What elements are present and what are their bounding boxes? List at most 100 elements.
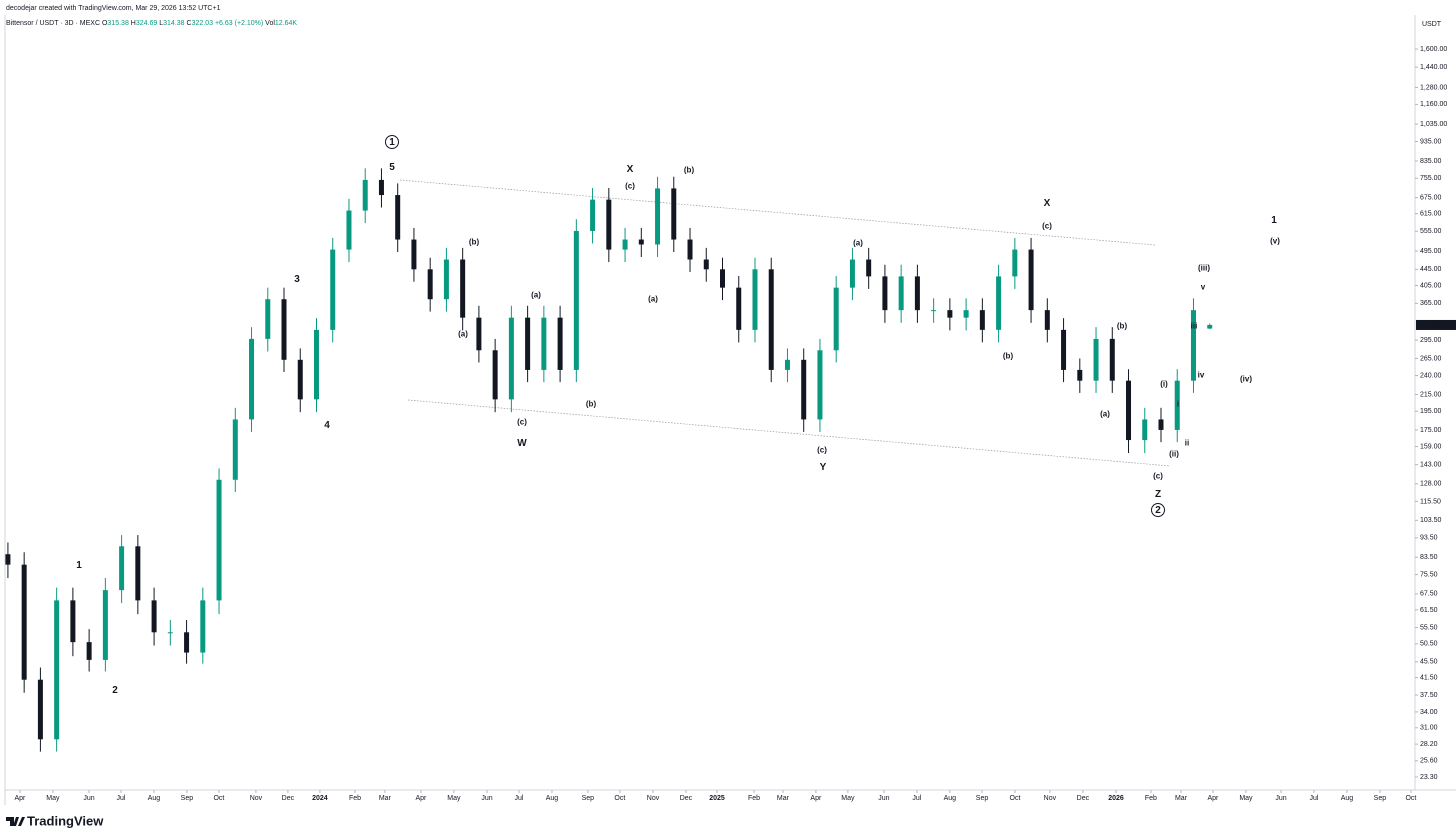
wave-label: Y — [820, 462, 827, 473]
candle-body — [752, 269, 758, 330]
candle-body — [1061, 329, 1067, 370]
x-tick-label: Nov — [250, 795, 263, 802]
candle-body — [833, 287, 839, 351]
wave-label: (a) — [458, 330, 468, 339]
volume: 12.64K — [275, 20, 298, 27]
x-tick-label: Aug — [1341, 795, 1354, 802]
wave-label: (b) — [1003, 352, 1014, 361]
candle-body — [330, 249, 336, 330]
candle-body — [460, 259, 466, 318]
candle-body — [378, 179, 384, 196]
x-tick-label: May — [1239, 795, 1253, 802]
ohlc-label: C — [187, 20, 192, 27]
candle-body — [720, 269, 726, 288]
candle-body — [1109, 338, 1115, 381]
candle-body — [297, 359, 303, 400]
y-tick-label: 1,600.00 — [1420, 46, 1447, 53]
x-tick-label: Nov — [1044, 795, 1057, 802]
candle-body — [216, 479, 222, 601]
wave-circle — [385, 135, 399, 149]
x-tick-label: 2025 — [709, 795, 725, 802]
ohlc-value: 324.69 — [136, 20, 158, 27]
y-tick-label: 365.00 — [1420, 300, 1442, 307]
candle-body — [508, 317, 514, 400]
y-tick-label: 31.00 — [1420, 725, 1438, 732]
candle-body — [557, 317, 563, 370]
wave-label: W — [517, 438, 527, 449]
y-tick-label: 755.00 — [1420, 175, 1442, 182]
wave-label: (c) — [1153, 472, 1163, 481]
candle-body — [541, 317, 547, 370]
candle-body — [5, 554, 11, 565]
x-tick-label: Jul — [1310, 795, 1319, 802]
x-tick-label: Oct — [614, 795, 625, 802]
y-tick-label: 215.00 — [1420, 391, 1442, 398]
wave-label: X — [627, 164, 634, 175]
candle-body — [135, 546, 141, 601]
candle-body — [443, 259, 449, 300]
y-tick-label: 935.00 — [1420, 138, 1442, 145]
logo-mark — [6, 817, 25, 826]
x-tick-label: Sep — [582, 795, 595, 802]
y-tick-label: 41.50 — [1420, 674, 1438, 681]
y-tick-label: 615.00 — [1420, 210, 1442, 217]
x-tick-label: Jul — [912, 795, 921, 802]
x-tick-label: Jun — [481, 795, 492, 802]
wave-label: (a) — [1100, 410, 1110, 419]
candle-body — [1028, 249, 1034, 311]
y-tick-label: 67.50 — [1420, 591, 1438, 598]
candle-body — [476, 317, 482, 351]
y-tick-label: 405.00 — [1420, 282, 1442, 289]
candle-body — [703, 259, 709, 270]
currency: USDT — [1422, 21, 1442, 28]
x-tick-label: May — [447, 795, 461, 802]
candle-body — [184, 632, 190, 653]
x-tick-label: Mar — [379, 795, 392, 802]
wave-label: (a) — [853, 239, 863, 248]
wave-label: ii — [1185, 439, 1189, 448]
candle-body — [37, 679, 43, 740]
candle-body — [1012, 249, 1018, 277]
candle-body — [200, 600, 206, 653]
x-tick-label: Jun — [878, 795, 889, 802]
wave-label: 5 — [389, 162, 395, 173]
y-tick-label: 50.50 — [1420, 641, 1438, 648]
x-tick-label: Apr — [14, 795, 26, 802]
y-tick-label: 835.00 — [1420, 158, 1442, 165]
logo-text: TradingView — [27, 813, 104, 828]
y-tick-label: 25.60 — [1420, 758, 1438, 765]
candle-body — [1174, 380, 1180, 430]
y-tick-label: 240.00 — [1420, 372, 1442, 379]
wave-label: i — [1177, 400, 1179, 409]
candle-body — [167, 632, 173, 634]
y-tick-label: 495.00 — [1420, 248, 1442, 255]
candle-body — [102, 590, 108, 660]
candle-body — [866, 259, 872, 277]
x-tick-label: May — [46, 795, 60, 802]
x-tick-label: Sep — [181, 795, 194, 802]
symbol: Bittensor / USDT · 3D · MEXC — [6, 20, 100, 27]
wave-label: (c) — [817, 446, 827, 455]
x-tick-label: Oct — [1010, 795, 1021, 802]
wave-label: (b) — [684, 166, 695, 175]
wave-label: (a) — [648, 295, 658, 304]
candle-body — [249, 338, 255, 420]
y-tick-label: 175.00 — [1420, 427, 1442, 434]
candle-body — [1158, 419, 1164, 430]
candle-body — [801, 359, 807, 420]
candle-body — [21, 564, 27, 680]
candle-body — [947, 310, 953, 318]
y-tick-label: 555.00 — [1420, 228, 1442, 235]
y-tick-label: 295.00 — [1420, 337, 1442, 344]
candle-body — [411, 239, 417, 270]
wave-circle — [1151, 503, 1165, 517]
y-tick-label: 61.50 — [1420, 607, 1438, 614]
attribution: decodejar created with TradingView.com, … — [6, 5, 221, 12]
y-tick-label: 37.50 — [1420, 692, 1438, 699]
wave-label: Z — [1155, 489, 1161, 500]
x-tick-label: May — [841, 795, 855, 802]
candle-body — [655, 188, 661, 245]
